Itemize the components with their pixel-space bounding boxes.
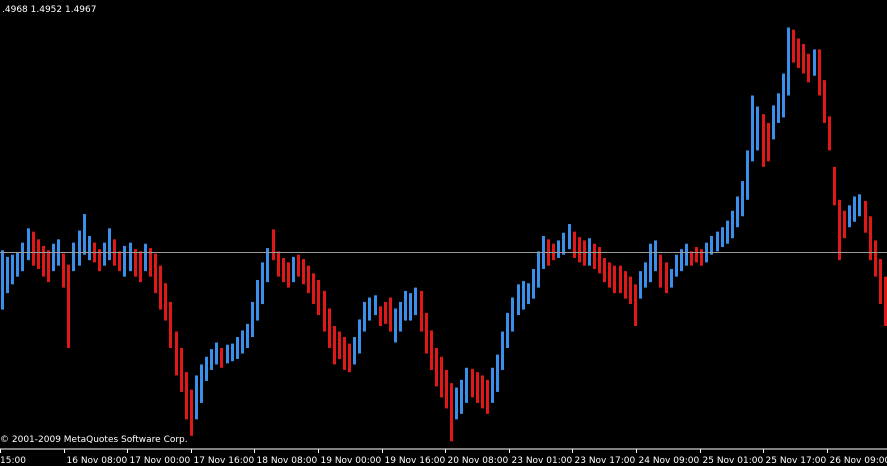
ohlc-readout: .4968 1.4952 1.4967 xyxy=(2,5,97,15)
x-tick-label: 17 Nov 16:00 xyxy=(194,456,255,466)
x-tick-label: 18 Nov 08:00 xyxy=(257,456,318,466)
x-tick-label: 20 Nov 08:00 xyxy=(448,456,509,466)
x-tick-label: 25 Nov 17:00 xyxy=(766,456,827,466)
x-tick-label: 23 Nov 01:00 xyxy=(512,456,573,466)
price-bars xyxy=(1,27,887,442)
x-tick-label: 16 Nov 08:00 xyxy=(67,456,128,466)
x-tick-label: 19 Nov 00:00 xyxy=(321,456,382,466)
x-tick-label: 23 Nov 17:00 xyxy=(575,456,636,466)
x-tick-label: 17 Nov 00:00 xyxy=(130,456,191,466)
x-tick-label: 25 Nov 01:00 xyxy=(703,456,764,466)
x-tick-label: 24 Nov 09:00 xyxy=(639,456,700,466)
time-axis-ticks: 15:00 16 Nov 08:00 17 Nov 00:00 17 Nov 16:0… xyxy=(0,449,887,466)
copyright-notice: © 2001-2009 MetaQuotes Software Corp. xyxy=(0,435,188,445)
x-tick-label: 19 Nov 16:00 xyxy=(385,456,446,466)
x-tick-label: 26 Nov 09:00 xyxy=(830,456,887,466)
x-tick-label: 15:00 xyxy=(0,456,26,466)
